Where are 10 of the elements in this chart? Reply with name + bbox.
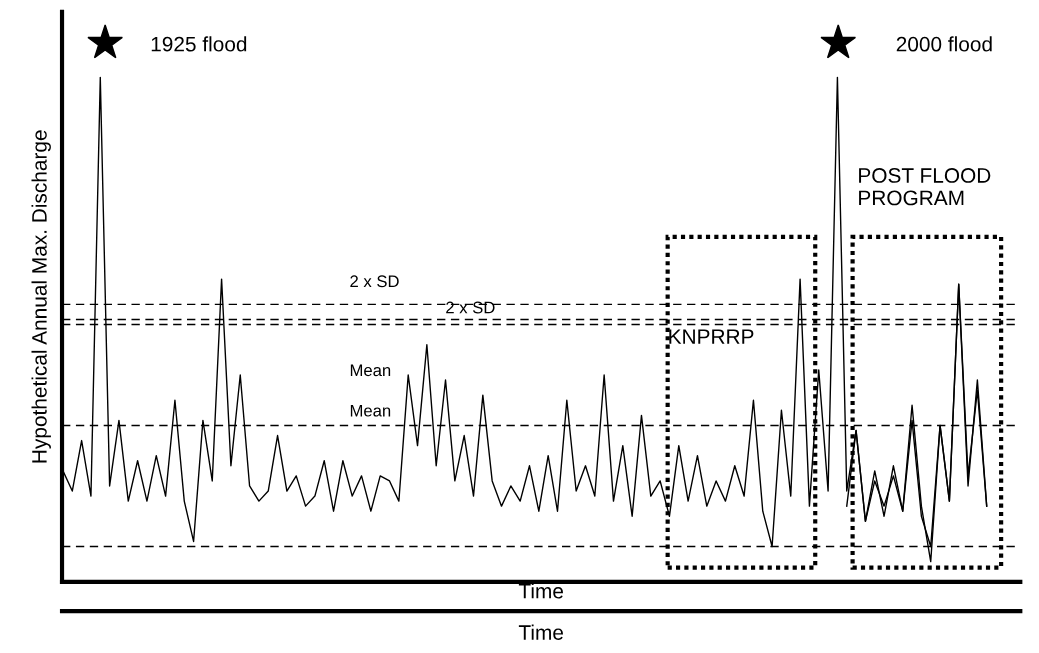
ref-line-label: 2 x SD	[350, 275, 399, 288]
annotation: KNPRRP	[669, 329, 754, 344]
ref-line-label: Mean	[350, 404, 391, 417]
x-axis-title: Time	[518, 583, 563, 599]
y-axis-title: Hypothetical Annual Max. Discharge	[31, 130, 51, 463]
annotation: POST FLOOD PROGRAM	[859, 168, 991, 206]
text: Time	[518, 624, 563, 640]
text: 2000 flood	[896, 36, 992, 52]
annotation: Mean	[350, 364, 391, 377]
text: 1925 flood	[151, 36, 247, 52]
